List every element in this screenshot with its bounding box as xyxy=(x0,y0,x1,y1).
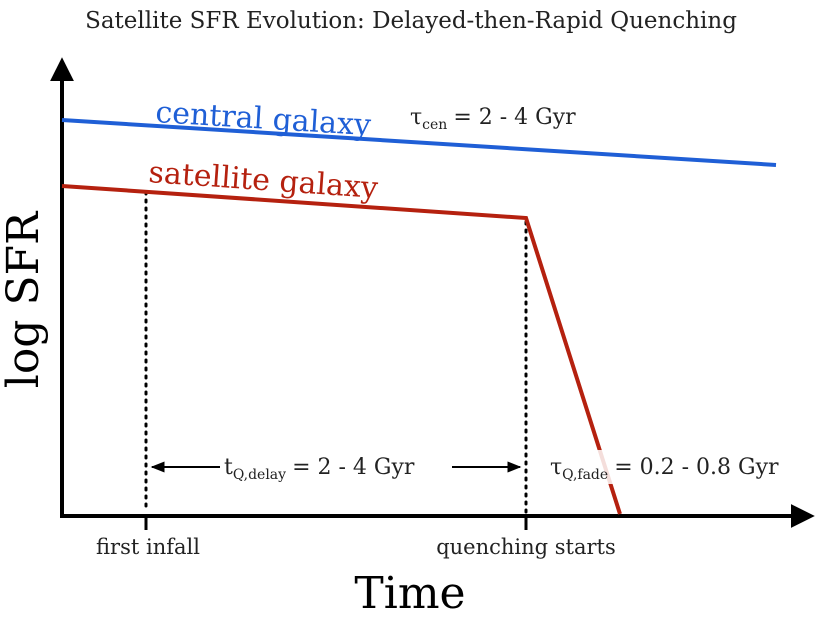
central-galaxy-label: central galaxy xyxy=(155,95,373,143)
infall-label: first infall xyxy=(96,535,200,559)
quench-label: quenching starts xyxy=(436,535,616,559)
central-galaxy-line xyxy=(61,118,777,167)
central-timescale: τcen = 2 - 4 Gyr xyxy=(410,105,576,133)
central-timescale-subscript: cen xyxy=(422,117,447,133)
fade-value: = 0.2 - 0.8 Gyr xyxy=(614,455,779,480)
diagram-title: Satellite SFR Evolution: Delayed-then-Ra… xyxy=(85,8,737,34)
y-axis-label: log SFR xyxy=(0,210,49,388)
fade-timescale: τQ,fade = 0.2 - 0.8 Gyr xyxy=(550,455,779,483)
fade-subscript: Q,fade xyxy=(562,467,608,483)
satellite-galaxy-line xyxy=(61,184,622,515)
x-axis-label: Time xyxy=(354,568,465,617)
delay-symbol: t xyxy=(224,455,233,480)
fade-label-background xyxy=(545,450,807,484)
central-timescale-value: = 2 - 4 Gyr xyxy=(453,105,576,130)
delay-value: = 2 - 4 Gyr xyxy=(292,455,415,480)
fade-symbol: τ xyxy=(550,455,562,480)
central-timescale-symbol: τ xyxy=(410,105,422,130)
delay-timescale: tQ,delay = 2 - 4 Gyr xyxy=(224,455,415,483)
delay-subscript: Q,delay xyxy=(233,467,286,483)
